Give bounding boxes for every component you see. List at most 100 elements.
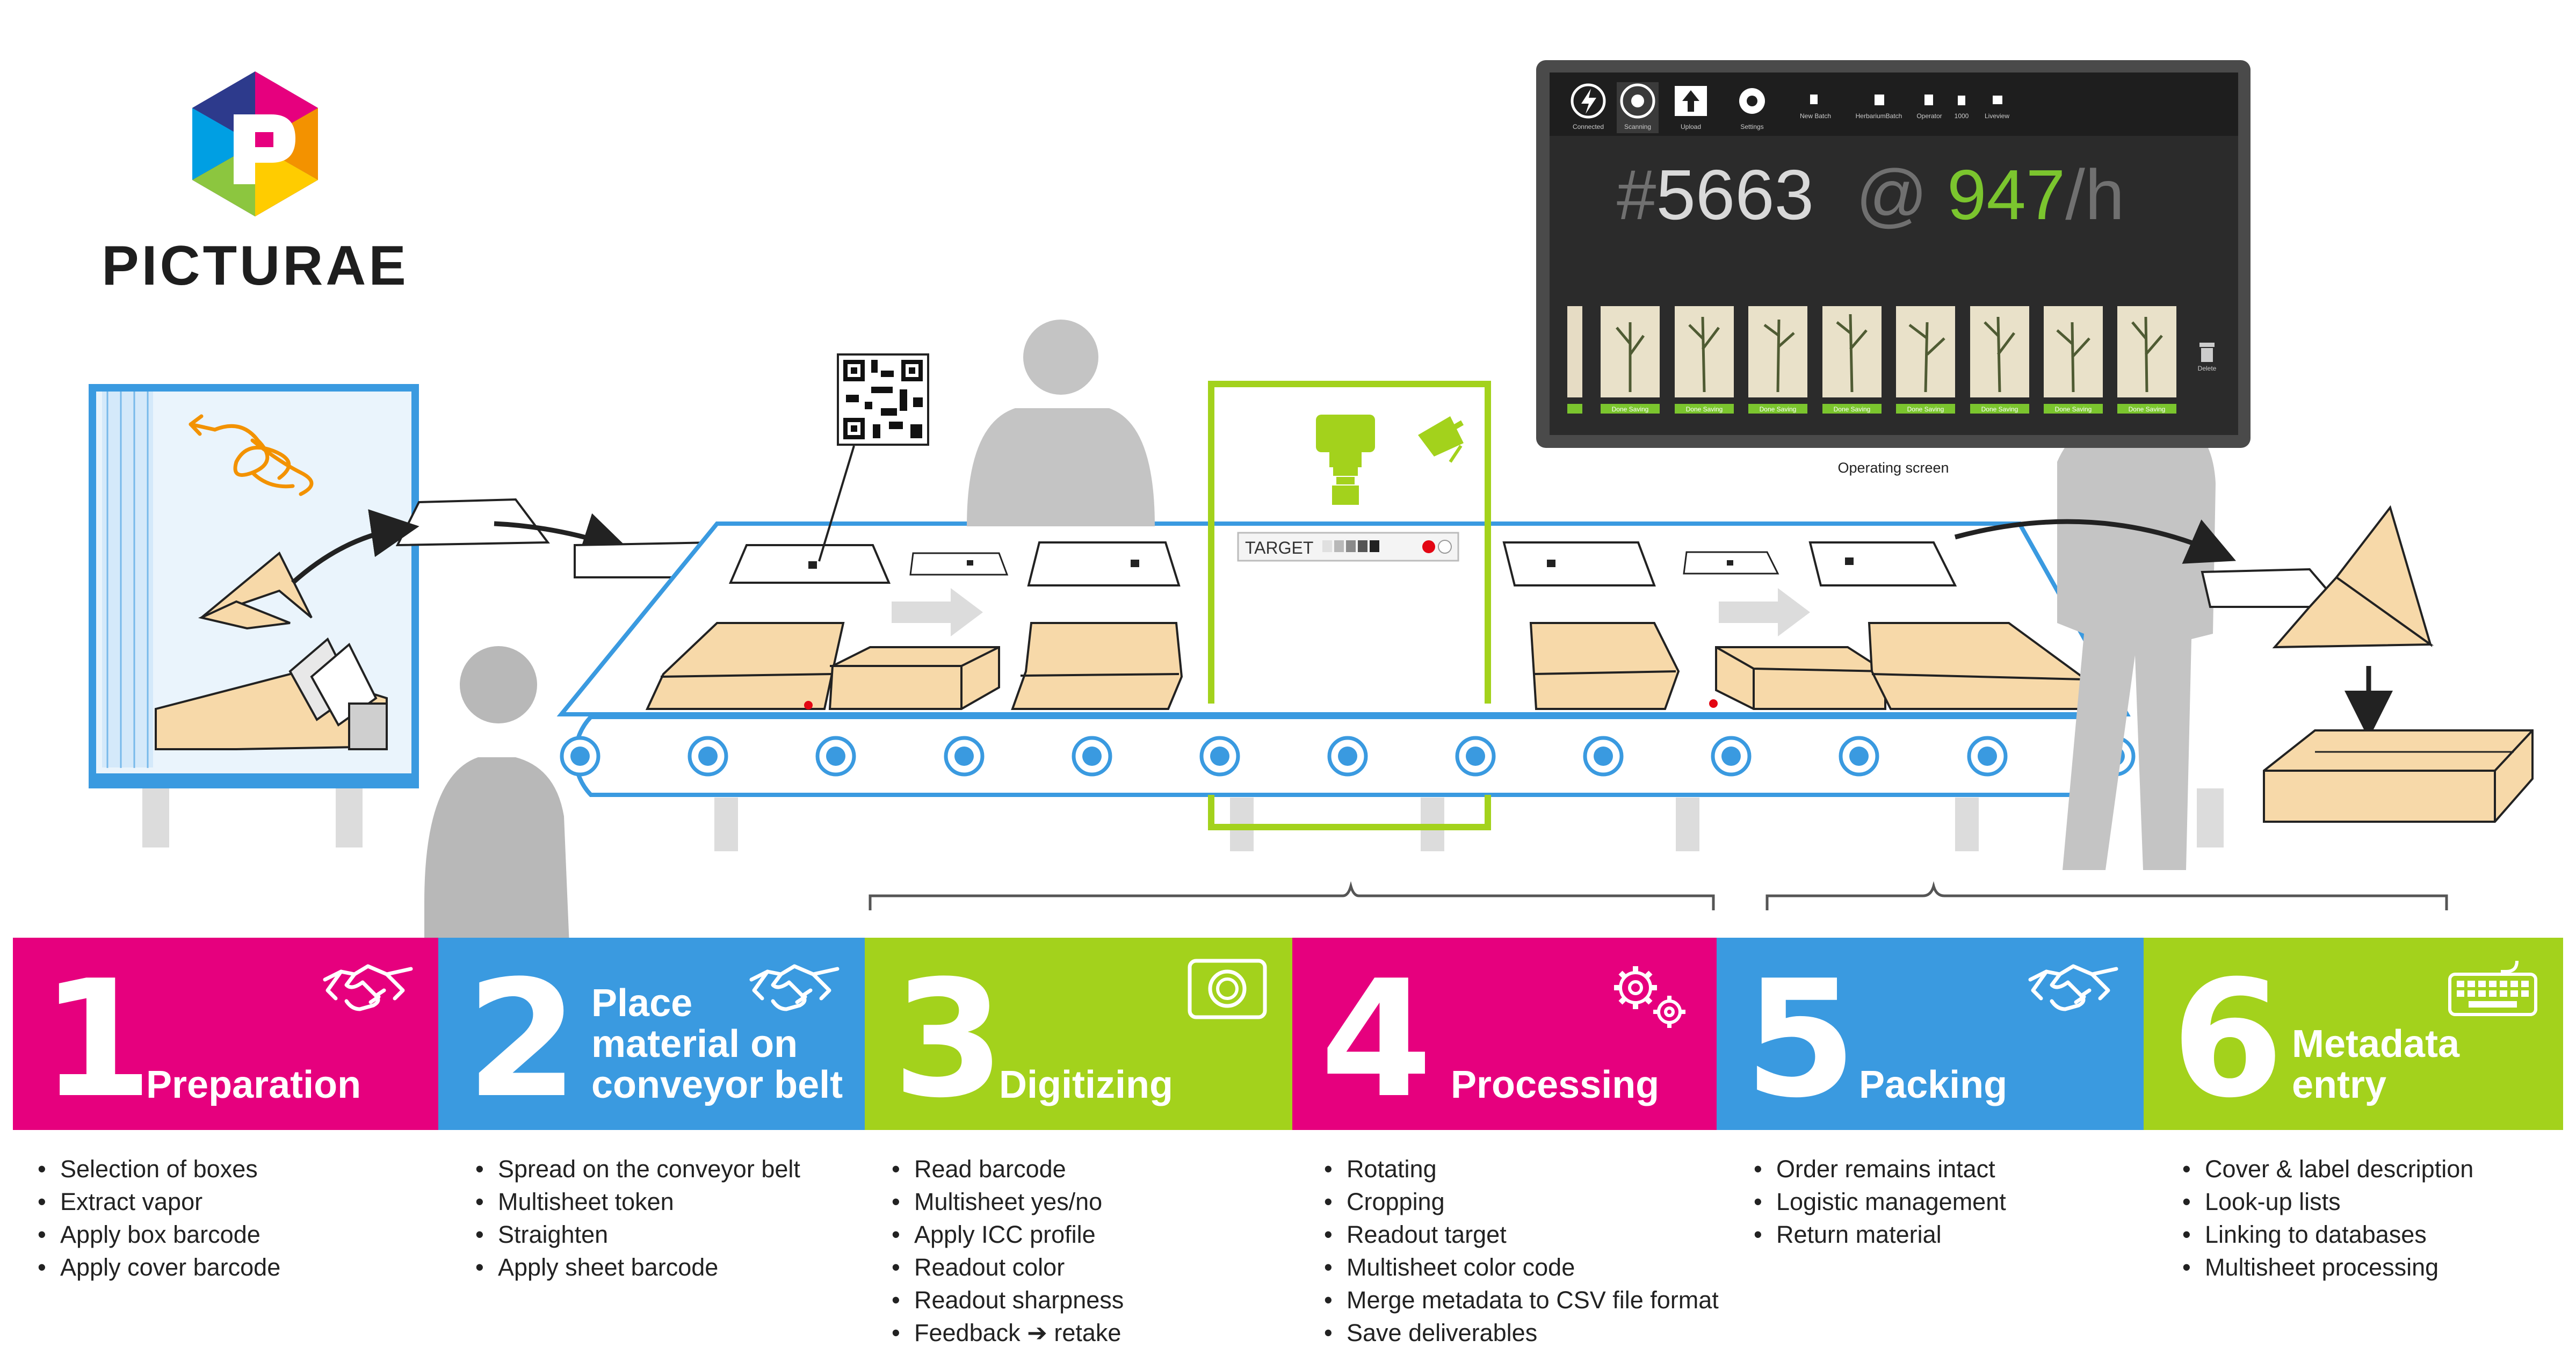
screen-caption: Operating screen: [1837, 460, 1949, 476]
list-item: Read barcode: [892, 1153, 1124, 1185]
brand-name: PICTURAE: [102, 235, 409, 297]
step-1-bullets: Selection of boxes Extract vapor Apply b…: [38, 1153, 280, 1284]
lightning-icon: [1571, 83, 1606, 119]
step-number: 4: [1320, 946, 1432, 1130]
picturae-logo: [192, 71, 318, 216]
step-number: 1: [41, 946, 153, 1130]
toolbar-label-operator: Operator: [1916, 112, 1942, 120]
list-item: Multisheet yes/no: [892, 1185, 1124, 1218]
list-item: Save deliverables: [1324, 1316, 1719, 1349]
light-icon: [1418, 416, 1464, 463]
at-sign: @: [1856, 155, 1928, 234]
handshake-icon: [749, 964, 840, 1011]
thumb-status: Done Saving: [1907, 405, 1944, 413]
list-item: Straighten: [475, 1218, 800, 1251]
step-braces: [869, 881, 2448, 910]
step-number: 6: [2172, 946, 2284, 1130]
toolbar-label-liveview: Liveview: [1985, 112, 2009, 120]
operating-screen: Connected Scanning Upload Settings New B…: [1536, 60, 2251, 448]
list-item: Readout sharpness: [892, 1284, 1124, 1316]
vapor-swirl-icon: [189, 414, 314, 496]
step-panel-1: 1 Preparation: [13, 938, 438, 1130]
belt-sheets: [728, 541, 1957, 586]
list-item: Readout color: [892, 1251, 1124, 1284]
list-item: Look-up lists: [2182, 1185, 2473, 1218]
list-item: Extract vapor: [38, 1185, 280, 1218]
step-number: 5: [1745, 946, 1857, 1130]
list-item: Cropping: [1324, 1185, 1719, 1218]
step-6-bullets: Cover & label description Look-up lists …: [2182, 1153, 2473, 1284]
thumb-status: Done Saving: [1612, 405, 1649, 413]
step-panel-2: 2 Place material on conveyor belt: [438, 938, 865, 1130]
step-title: Metadata entry: [2292, 1023, 2460, 1106]
step-title: Preparation: [146, 1063, 361, 1106]
toolbar-label-new-batch: New Batch: [1800, 112, 1831, 120]
list-item: Order remains intact: [1754, 1153, 2006, 1185]
specimen-thumbnails: Done Saving Done Saving Done Saving Done…: [1567, 306, 2217, 414]
trash-icon: [2199, 343, 2215, 362]
thumb-status: Done Saving: [1686, 405, 1723, 413]
screen-toolbar: Connected Scanning Upload Settings New B…: [1571, 82, 2009, 133]
color-target-card: TARGET: [1237, 532, 1459, 562]
step-title: Packing: [1859, 1063, 2008, 1106]
qr-code-illustration: [818, 353, 929, 562]
toolbar-label-scanning: Scanning: [1624, 123, 1651, 131]
toolbar-label-upload: Upload: [1681, 123, 1701, 131]
belt-folders: [645, 622, 2090, 710]
step-panel-4: 4 Processing: [1292, 938, 1717, 1130]
box-with-folders-illustration: [155, 637, 388, 750]
list-item: Apply ICC profile: [892, 1218, 1124, 1251]
aperture-icon: [1620, 83, 1655, 119]
packing-illustration: [2197, 505, 2534, 847]
thumb-status: Done Saving: [1981, 405, 2018, 413]
list-item: Multisheet processing: [2182, 1251, 2473, 1284]
arrow-into-belt: [494, 513, 631, 560]
toolbar-label-connected: Connected: [1573, 123, 1604, 131]
flow-arrow-icons: [892, 588, 1810, 636]
list-item: Apply cover barcode: [38, 1251, 280, 1284]
camera-icon: [1316, 415, 1375, 505]
list-item: Spread on the conveyor belt: [475, 1153, 800, 1185]
step-4-bullets: Rotating Cropping Readout target Multish…: [1324, 1153, 1719, 1349]
gears-icon: [1614, 966, 1685, 1028]
step-title: Place material on conveyor belt: [591, 982, 843, 1106]
thumb-status: Done Saving: [2055, 405, 2092, 413]
thumb-status: Done Saving: [1760, 405, 1797, 413]
step-panel-6: 6 Metadata entry: [2144, 938, 2563, 1130]
camera-icon: [1188, 959, 1267, 1019]
keyboard-icon: [2448, 960, 2537, 1016]
thumb-status: Done Saving: [1834, 405, 1871, 413]
list-item: Feedback ➔ retake: [892, 1316, 1124, 1349]
scan-counter: #5663: [1617, 155, 1814, 234]
list-item: Merge metadata to CSV file format: [1324, 1284, 1719, 1316]
list-item: Rotating: [1324, 1153, 1719, 1185]
list-item: Apply box barcode: [38, 1218, 280, 1251]
step-3-bullets: Read barcode Multisheet yes/no Apply ICC…: [892, 1153, 1124, 1349]
step-panel-5: 5 Packing: [1717, 938, 2144, 1130]
list-item: Return material: [1754, 1218, 2006, 1251]
toolbar-label-settings: Settings: [1740, 123, 1763, 131]
delete-label: Delete: [2198, 365, 2217, 372]
sheet-in-transit: [395, 498, 550, 547]
list-item: Cover & label description: [2182, 1153, 2473, 1185]
handshake-icon: [323, 964, 413, 1011]
list-item: Readout target: [1324, 1218, 1719, 1251]
belt-status-dots: [804, 699, 1718, 709]
step-panel-3: 3 Digitizing: [865, 938, 1292, 1130]
list-item: Selection of boxes: [38, 1153, 280, 1185]
list-item: Logistic management: [1754, 1185, 2006, 1218]
open-folder-illustration: [198, 551, 313, 630]
list-item: Apply sheet barcode: [475, 1251, 800, 1284]
step-title: Digitizing: [999, 1063, 1173, 1106]
step-number: 3: [893, 946, 1005, 1130]
arrow-belt-to-packing: [1954, 519, 2237, 564]
scan-rate: 947/h: [1947, 155, 2124, 234]
arrow-cabinet-to-belt: [291, 509, 419, 585]
thumb-status: Done Saving: [2129, 405, 2166, 413]
list-item: Multisheet token: [475, 1185, 800, 1218]
step-5-bullets: Order remains intact Logistic management…: [1754, 1153, 2006, 1251]
sheet-barcodes: [808, 557, 1854, 569]
list-item: Linking to databases: [2182, 1218, 2473, 1251]
step-2-bullets: Spread on the conveyor belt Multisheet t…: [475, 1153, 800, 1284]
